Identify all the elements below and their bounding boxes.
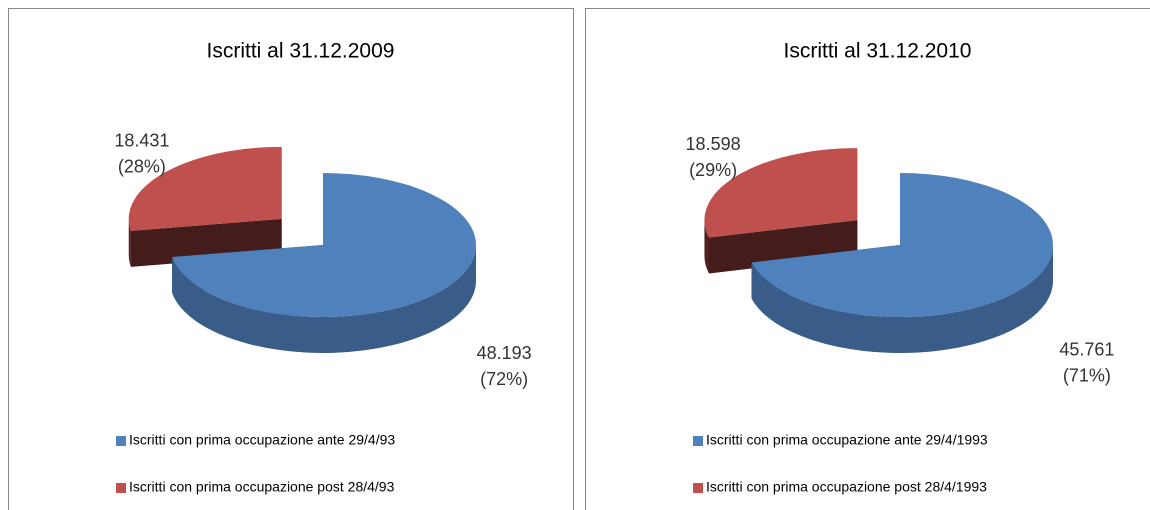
slice-side xyxy=(751,245,1053,354)
slice-side xyxy=(704,220,710,274)
percent-label: (28%) xyxy=(118,156,166,176)
legend-label: Iscritti con prima occupazione ante 29/4… xyxy=(706,432,988,448)
percent-label: (72%) xyxy=(480,369,528,389)
pie-chart: Iscritti al 31.12.2009 18.431 (28%) 48.193 (… xyxy=(8,8,574,510)
slice-top xyxy=(128,146,282,231)
legend-swatch xyxy=(116,436,126,446)
pie-slice xyxy=(751,173,1053,354)
legend-swatch xyxy=(116,483,126,493)
legend-swatch xyxy=(693,436,703,446)
legend-label: Iscritti con prima occupazione ante 29/4… xyxy=(129,432,395,448)
value-label: 18.431 xyxy=(114,130,169,150)
legend-label: Iscritti con prima occupazione post 28/4… xyxy=(706,479,987,495)
chart-title: Iscritti al 31.12.2009 xyxy=(207,40,395,63)
slice-top xyxy=(751,173,1053,317)
slice-side xyxy=(172,245,476,354)
percent-label: (71%) xyxy=(1063,365,1111,385)
legend-swatch xyxy=(693,483,703,493)
slice-side xyxy=(128,218,131,267)
value-label: 45.761 xyxy=(1059,339,1114,359)
pie-chart: Iscritti al 31.12.2010 18.598 (29%) 45.761 (… xyxy=(585,8,1150,510)
percent-label: (29%) xyxy=(689,160,737,180)
legend-label: Iscritti con prima occupazione post 28/4… xyxy=(129,479,395,495)
chart-frame xyxy=(585,8,1150,510)
value-label: 18.598 xyxy=(686,134,741,154)
slice-top xyxy=(172,173,476,317)
chart-title: Iscritti al 31.12.2010 xyxy=(784,40,972,63)
chart-frame xyxy=(8,8,574,510)
slice-top xyxy=(704,148,858,238)
pie-slice xyxy=(172,173,476,354)
value-label: 48.193 xyxy=(477,343,532,363)
